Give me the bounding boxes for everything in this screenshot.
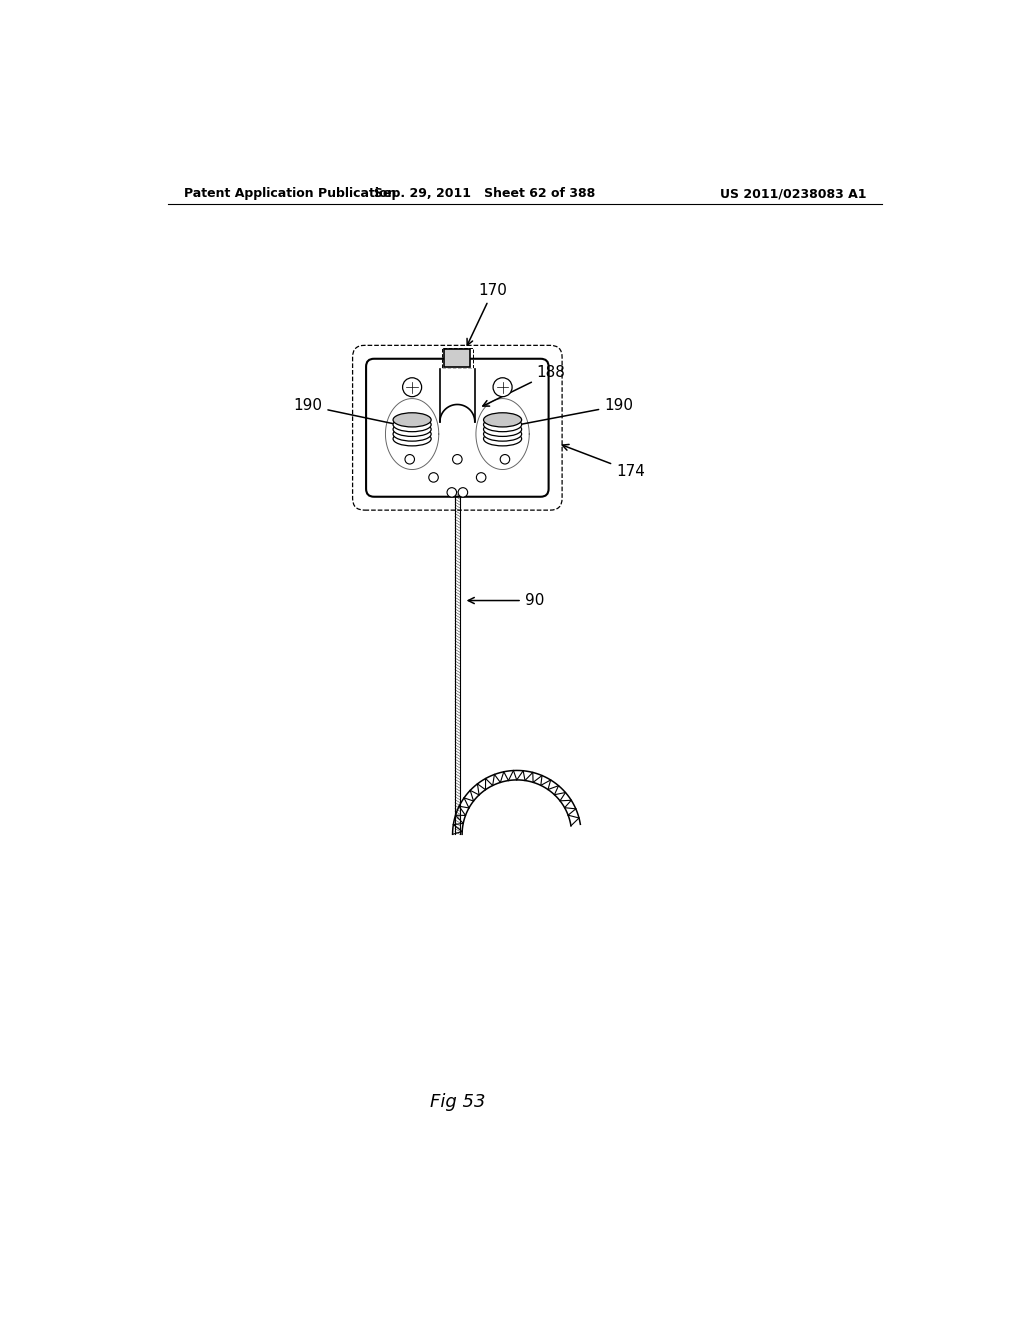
Bar	[442, 347, 473, 368]
Text: Patent Application Publication: Patent Application Publication	[183, 187, 396, 201]
Circle shape	[494, 378, 512, 397]
Circle shape	[458, 487, 468, 498]
Bar	[444, 350, 470, 367]
Text: Sep. 29, 2011   Sheet 62 of 388: Sep. 29, 2011 Sheet 62 of 388	[375, 187, 596, 201]
Text: Fig 53: Fig 53	[430, 1093, 485, 1110]
Ellipse shape	[483, 413, 521, 426]
FancyBboxPatch shape	[367, 359, 549, 496]
Circle shape	[404, 454, 415, 465]
Circle shape	[476, 473, 486, 482]
Ellipse shape	[393, 422, 431, 437]
Text: 174: 174	[562, 445, 645, 479]
Circle shape	[447, 487, 457, 498]
Text: 190: 190	[294, 399, 416, 430]
Text: 90: 90	[468, 593, 544, 609]
Circle shape	[429, 473, 438, 482]
Ellipse shape	[483, 437, 521, 450]
Ellipse shape	[393, 426, 431, 441]
Polygon shape	[440, 370, 475, 422]
Ellipse shape	[483, 422, 521, 437]
Text: 190: 190	[499, 399, 633, 430]
Circle shape	[453, 454, 462, 465]
Ellipse shape	[393, 437, 431, 450]
Ellipse shape	[393, 417, 431, 432]
Text: 170: 170	[467, 282, 508, 346]
Text: US 2011/0238083 A1: US 2011/0238083 A1	[720, 187, 866, 201]
Text: 188: 188	[482, 366, 565, 407]
Circle shape	[500, 454, 510, 465]
Ellipse shape	[393, 432, 431, 446]
Ellipse shape	[393, 413, 431, 426]
Ellipse shape	[483, 417, 521, 432]
Ellipse shape	[483, 426, 521, 441]
Circle shape	[402, 378, 422, 397]
Ellipse shape	[483, 432, 521, 446]
